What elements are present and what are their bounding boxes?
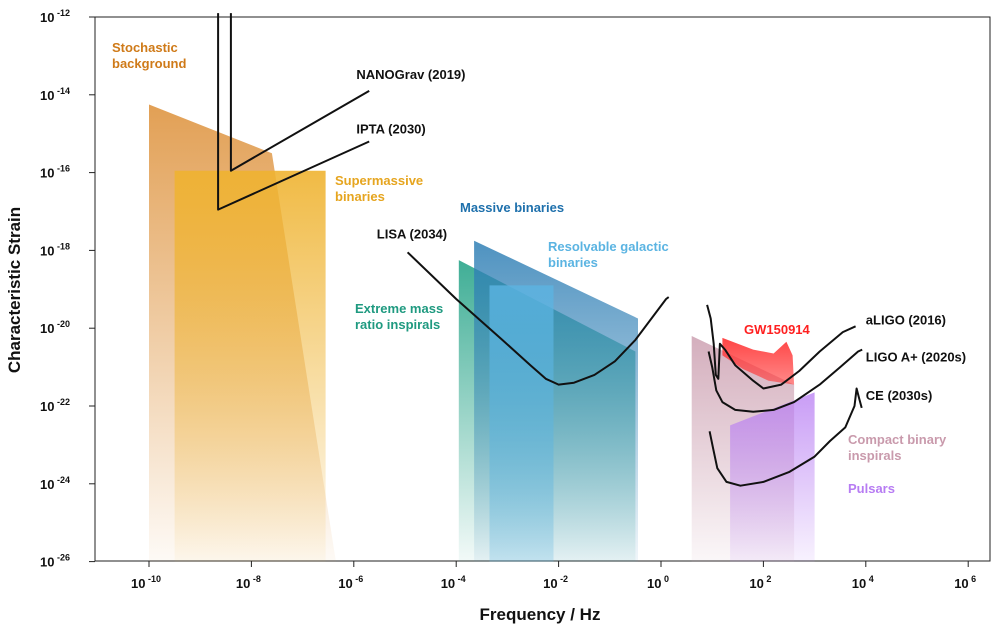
y-tick-label: 10 -20 xyxy=(40,319,70,336)
curve-label-nanograv: NANOGrav (2019) xyxy=(356,67,465,82)
x-tick-label: 10 -2 xyxy=(543,574,568,591)
region-label-emri-1: Extreme mass xyxy=(355,301,443,316)
region-gw150914 xyxy=(722,337,795,385)
curve-label-ligo-aplus: LIGO A+ (2020s) xyxy=(866,349,966,364)
x-tick-label: 10 2 xyxy=(749,574,771,591)
x-axis-ticks: 10 -10 10 -8 10 -6 10 -4 10 -2 10 0 10 2 10 4 10… xyxy=(131,561,976,591)
region-label-stochastic-background: Stochastic xyxy=(112,40,178,55)
x-tick-label: 10 -8 xyxy=(236,574,261,591)
x-tick-label: 10 -10 xyxy=(131,574,161,591)
curve-nanograv xyxy=(229,13,370,172)
region-label-gw150914: GW150914 xyxy=(744,322,811,337)
y-axis-title: Characteristic Strain xyxy=(5,207,24,373)
annotations-layer: NANOGrav (2019) IPTA (2030) LISA (2034) aLI… xyxy=(112,40,966,496)
curve-label-lisa: LISA (2034) xyxy=(377,227,447,242)
curve-ce xyxy=(708,387,863,487)
y-tick-label: 10 -16 xyxy=(40,164,70,181)
y-tick-label: 10 -26 xyxy=(40,553,70,570)
region-pulsars xyxy=(730,392,815,562)
region-label-supermassive-2: binaries xyxy=(335,189,385,204)
region-supermassive-binaries xyxy=(174,170,326,562)
x-axis-title: Frequency / Hz xyxy=(480,605,601,624)
y-tick-label: 10 -24 xyxy=(40,475,70,492)
region-label-resolvable-2: binaries xyxy=(548,255,598,270)
y-tick-label: 10 -18 xyxy=(40,241,70,258)
region-label-emri-2: ratio inspirals xyxy=(355,317,440,332)
region-label-supermassive-1: Supermassive xyxy=(335,173,423,188)
region-label-resolvable-1: Resolvable galactic xyxy=(548,239,669,254)
y-tick-label: 10 -12 xyxy=(40,8,70,25)
curve-ipta xyxy=(217,13,370,211)
curve-label-ce: CE (2030s) xyxy=(866,388,932,403)
y-tick-label: 10 -22 xyxy=(40,397,70,414)
region-label-massive-binaries: Massive binaries xyxy=(460,200,564,215)
curve-label-ipta: IPTA (2030) xyxy=(356,122,425,137)
curve-ligo-aplus xyxy=(707,348,863,413)
curves-layer xyxy=(217,13,863,487)
curve-aligo xyxy=(706,304,857,390)
x-tick-label: 10 4 xyxy=(852,574,874,591)
x-tick-label: 10 -6 xyxy=(338,574,363,591)
curve-lisa xyxy=(406,251,670,386)
x-tick-label: 10 0 xyxy=(647,574,669,591)
region-resolvable-galactic xyxy=(489,285,554,562)
x-tick-label: 10 6 xyxy=(954,574,976,591)
y-axis-ticks: 10 -12 10 -14 10 -16 10 -18 10 -20 10 -22 10 -… xyxy=(40,8,95,570)
region-label-pulsars: Pulsars xyxy=(848,481,895,496)
region-label-compact-2: inspirals xyxy=(848,448,901,463)
curve-label-aligo: aLIGO (2016) xyxy=(866,312,946,327)
regions-layer xyxy=(149,104,815,562)
region-label-compact-1: Compact binary xyxy=(848,432,947,447)
y-tick-label: 10 -14 xyxy=(40,86,70,103)
region-label-stochastic-background-2: background xyxy=(112,56,186,71)
x-tick-label: 10 -4 xyxy=(441,574,466,591)
